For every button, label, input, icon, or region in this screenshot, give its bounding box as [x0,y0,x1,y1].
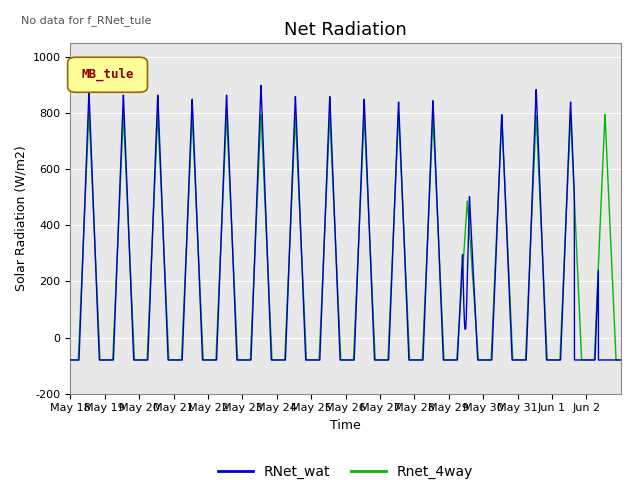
Title: Net Radiation: Net Radiation [284,21,407,39]
Text: No data for f_RNet_tule: No data for f_RNet_tule [21,15,151,26]
Text: MB_tule: MB_tule [81,67,134,81]
Y-axis label: Solar Radiation (W/m2): Solar Radiation (W/m2) [14,145,27,291]
Legend: RNet_wat, Rnet_4way: RNet_wat, Rnet_4way [212,459,479,480]
X-axis label: Time: Time [330,419,361,432]
FancyBboxPatch shape [68,57,147,92]
